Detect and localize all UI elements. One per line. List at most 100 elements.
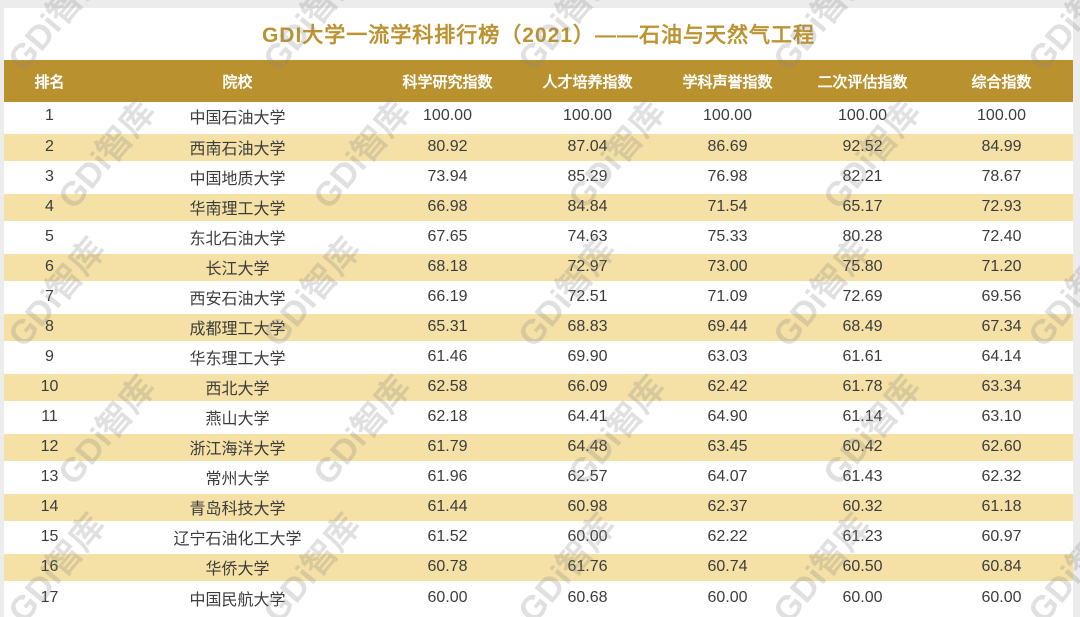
school-cell: 长江大学 [95, 250, 380, 283]
evaluation-index-cell: 61.14 [842, 407, 883, 425]
science-index-cell: 73.94 [427, 167, 468, 185]
reputation-index-cell: 76.98 [707, 167, 748, 185]
talent-index-cell: 60.00 [567, 527, 608, 545]
school-cell: 华侨大学 [95, 550, 380, 583]
column-header-5: 二次评估指数 [795, 60, 930, 102]
science-index-cell: 68.18 [380, 250, 515, 283]
rank-cell: 15 [40, 527, 59, 545]
evaluation-index-cell: 92.52 [795, 130, 930, 163]
rank-cell: 6 [4, 250, 95, 283]
reputation-index-cell: 64.07 [707, 467, 748, 485]
talent-index-cell: 84.84 [515, 190, 660, 223]
reputation-index-cell: 63.03 [707, 347, 748, 365]
school-cell: 华东理工大学 [189, 350, 286, 368]
composite-index-cell: 78.67 [981, 167, 1022, 185]
school-cell: 青岛科技大学 [95, 490, 380, 523]
talent-index-cell: 60.98 [515, 490, 660, 523]
rank-cell: 1 [45, 107, 54, 125]
composite-index-cell: 100.00 [977, 107, 1026, 125]
evaluation-index-cell: 60.00 [842, 588, 883, 606]
column-header-1: 院校 [95, 60, 380, 102]
table-header: 排名 院校 科学研究指数 人才培养指数 学科声誉指数 二次评估指数 综合指数 [4, 60, 1073, 102]
talent-index-cell: 74.63 [567, 227, 608, 245]
talent-index-cell: 72.97 [515, 250, 660, 283]
table-row: 2 西南石油大学 80.92 87.04 86.69 92.52 84.99 [4, 130, 1073, 163]
composite-index-cell: 61.18 [930, 490, 1073, 523]
evaluation-index-cell: 60.50 [795, 550, 930, 583]
evaluation-index-cell: 82.21 [842, 167, 883, 185]
rank-cell: 4 [4, 190, 95, 223]
evaluation-index-cell: 60.32 [795, 490, 930, 523]
ranking-card: GDI大学一流学科排行榜（2021）——石油与天然气工程 排名 院校 科学研究指数人… [4, 8, 1073, 617]
evaluation-index-cell: 75.80 [795, 250, 930, 283]
school-cell: 浙江海洋大学 [95, 430, 380, 463]
rank-cell: 8 [4, 310, 95, 343]
school-cell: 东北石油大学 [189, 230, 286, 248]
table-row: 10 西北大学 62.58 66.09 62.42 61.78 63.34 [4, 370, 1073, 403]
school-cell: 中国民航大学 [189, 591, 286, 609]
rank-cell: 14 [4, 490, 95, 523]
reputation-index-cell: 73.00 [660, 250, 795, 283]
reputation-index-cell: 64.90 [707, 407, 748, 425]
talent-index-cell: 60.68 [567, 588, 608, 606]
school-cell: 西北大学 [95, 370, 380, 403]
rank-cell: 5 [45, 227, 54, 245]
evaluation-index-cell: 61.78 [795, 370, 930, 403]
reputation-index-cell: 71.09 [707, 287, 748, 305]
science-index-cell: 61.96 [427, 467, 468, 485]
table-row: 6 长江大学 68.18 72.97 73.00 75.80 71.20 [4, 250, 1073, 283]
composite-index-cell: 60.00 [981, 588, 1022, 606]
composite-index-cell: 69.56 [981, 287, 1022, 305]
table-row: 3 中国地质大学 73.94 85.29 76.98 82.21 78.67 [4, 162, 1073, 192]
column-header-4: 学科声誉指数 [660, 60, 795, 102]
composite-index-cell: 67.34 [930, 310, 1073, 343]
science-index-cell: 62.58 [380, 370, 515, 403]
evaluation-index-cell: 61.61 [842, 347, 883, 365]
talent-index-cell: 64.41 [567, 407, 608, 425]
school-cell: 华南理工大学 [95, 190, 380, 223]
school-cell: 常州大学 [205, 470, 270, 488]
school-cell: 成都理工大学 [95, 310, 380, 343]
science-index-cell: 60.78 [380, 550, 515, 583]
composite-index-cell: 84.99 [930, 130, 1073, 163]
column-header-6: 综合指数 [930, 60, 1073, 102]
school-cell: 燕山大学 [205, 410, 270, 428]
table-row: 11 燕山大学 62.18 64.41 64.90 61.14 63.10 [4, 402, 1073, 432]
table-row: 1 中国石油大学 100.00 100.00 100.00 100.00 100.00 [4, 102, 1073, 132]
table-row: 16 华侨大学 60.78 61.76 60.74 60.50 60.84 [4, 550, 1073, 583]
talent-index-cell: 62.57 [567, 467, 608, 485]
science-index-cell: 62.18 [427, 407, 468, 425]
composite-index-cell: 63.34 [930, 370, 1073, 403]
reputation-index-cell: 60.00 [707, 588, 748, 606]
title-bar: GDI大学一流学科排行榜（2021）——石油与天然气工程 [4, 8, 1073, 60]
talent-index-cell: 85.29 [567, 167, 608, 185]
rank-cell: 7 [45, 287, 54, 305]
page-title: GDI大学一流学科排行榜（2021）——石油与天然气工程 [261, 24, 816, 47]
talent-index-cell: 68.83 [515, 310, 660, 343]
table-body: 1 中国石油大学 100.00 100.00 100.00 100.00 100.00 2 西南… [4, 102, 1073, 612]
reputation-index-cell: 69.44 [660, 310, 795, 343]
evaluation-index-cell: 80.28 [842, 227, 883, 245]
composite-index-cell: 64.14 [981, 347, 1022, 365]
column-header-3: 人才培养指数 [515, 60, 660, 102]
talent-index-cell: 72.51 [567, 287, 608, 305]
composite-index-cell: 71.20 [930, 250, 1073, 283]
talent-index-cell: 100.00 [563, 107, 612, 125]
composite-index-cell: 62.32 [981, 467, 1022, 485]
evaluation-index-cell: 61.43 [842, 467, 883, 485]
science-index-cell: 65.31 [380, 310, 515, 343]
rank-cell: 12 [4, 430, 95, 463]
talent-index-cell: 64.48 [515, 430, 660, 463]
science-index-cell: 61.44 [380, 490, 515, 523]
table-row: 5 东北石油大学 67.65 74.63 75.33 80.28 72.40 [4, 222, 1073, 252]
science-index-cell: 80.92 [380, 130, 515, 163]
evaluation-index-cell: 65.17 [795, 190, 930, 223]
rank-cell: 11 [41, 407, 58, 425]
table-row: 17 中国民航大学 60.00 60.68 60.00 60.00 60.00 [4, 582, 1073, 612]
school-cell: 中国石油大学 [189, 110, 286, 128]
science-index-cell: 66.19 [427, 287, 468, 305]
science-index-cell: 60.00 [427, 588, 468, 606]
reputation-index-cell: 86.69 [660, 130, 795, 163]
table-row: 12 浙江海洋大学 61.79 64.48 63.45 60.42 62.60 [4, 430, 1073, 463]
evaluation-index-cell: 72.69 [842, 287, 883, 305]
